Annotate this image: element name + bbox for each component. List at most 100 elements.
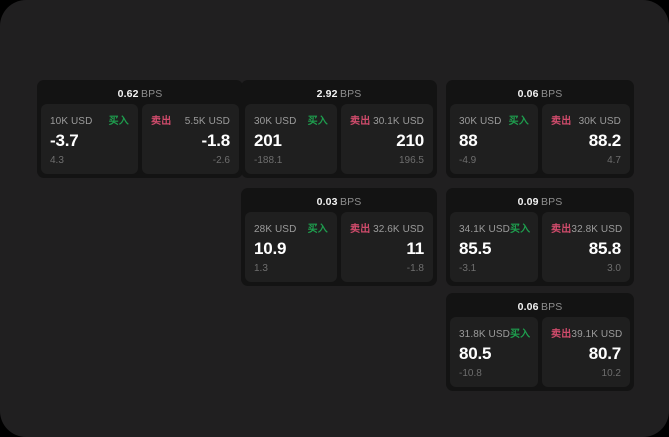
buy-panel[interactable]: 28K USD 买入 10.9 1.3 xyxy=(245,212,337,282)
sell-main-value: 11 xyxy=(406,238,424,258)
sell-side-label: 卖出 xyxy=(551,224,572,235)
buy-side-label: 买入 xyxy=(508,116,529,127)
sell-sub-value: 10.2 xyxy=(601,368,621,379)
sell-sub-value: 196.5 xyxy=(398,155,424,166)
buy-main-value: 88 xyxy=(459,130,478,150)
buy-sub-value: 1.3 xyxy=(254,263,268,274)
buy-panel-header: 30K USD 买入 xyxy=(254,112,328,127)
quote-card[interactable]: 0.03 BPS 28K USD 买入 10.9 1.3 卖出 3 xyxy=(241,188,437,286)
sell-panel[interactable]: 卖出 32.6K USD 11 -1.8 xyxy=(341,212,433,282)
buy-side-label: 买入 xyxy=(509,329,531,340)
buy-panel[interactable]: 34.1K USD 买入 85.5 -3.1 xyxy=(450,212,538,282)
buy-panel[interactable]: 30K USD 买入 88 -4.9 xyxy=(450,104,538,174)
sell-panel-header: 卖出 39.1K USD xyxy=(551,325,623,340)
buy-side-label: 买入 xyxy=(307,116,328,127)
sell-main-value: -1.8 xyxy=(201,130,231,150)
buy-size-label: 28K USD xyxy=(254,224,297,235)
sell-side-label: 卖出 xyxy=(350,116,371,127)
sell-side-label: 卖出 xyxy=(551,329,572,340)
buy-sub-value: -4.9 xyxy=(459,155,477,166)
buy-size-label: 10K USD xyxy=(50,116,93,127)
bps-unit-label: BPS xyxy=(141,88,163,100)
buy-panel-header: 10K USD 买入 xyxy=(50,112,129,127)
card-header: 0.09 BPS xyxy=(450,192,630,212)
card-header: 0.06 BPS xyxy=(450,297,630,317)
sell-main-value: 88.2 xyxy=(588,130,621,150)
buy-sub-value: 4.3 xyxy=(50,155,64,166)
sell-size-label: 30.1K USD xyxy=(373,116,424,127)
sell-size-label: 5.5K USD xyxy=(184,116,230,127)
buy-panel-header: 34.1K USD 买入 xyxy=(459,220,531,235)
sell-size-label: 32.6K USD xyxy=(373,224,424,235)
sell-panel-header: 卖出 32.6K USD xyxy=(350,220,424,235)
sell-panel[interactable]: 卖出 5.5K USD -1.8 -2.6 xyxy=(142,104,239,174)
sell-panel-header: 卖出 30K USD xyxy=(551,112,621,127)
sell-panel[interactable]: 卖出 30K USD 88.2 4.7 xyxy=(542,104,630,174)
sell-side-label: 卖出 xyxy=(350,224,371,235)
card-panels: 30K USD 买入 88 -4.9 卖出 30K USD 88.2 4.7 xyxy=(450,104,630,174)
bps-value: 0.09 xyxy=(517,196,539,208)
buy-panel[interactable]: 10K USD 买入 -3.7 4.3 xyxy=(41,104,138,174)
bps-unit-label: BPS xyxy=(541,196,563,208)
quote-card[interactable]: 0.62 BPS 10K USD 买入 -3.7 4.3 卖出 5 xyxy=(37,80,243,178)
buy-panel-header: 30K USD 买入 xyxy=(459,112,529,127)
buy-main-value: 201 xyxy=(254,130,282,150)
sell-main-value: 85.8 xyxy=(588,238,621,258)
buy-main-value: 80.5 xyxy=(459,343,492,363)
bps-value: 0.06 xyxy=(517,88,539,100)
sell-side-label: 卖出 xyxy=(151,116,172,127)
bps-unit-label: BPS xyxy=(541,88,563,100)
buy-sub-value: -3.1 xyxy=(459,263,477,274)
buy-panel[interactable]: 31.8K USD 买入 80.5 -10.8 xyxy=(450,317,538,387)
bps-value: 2.92 xyxy=(316,88,338,100)
card-header: 2.92 BPS xyxy=(245,84,433,104)
card-panels: 30K USD 买入 201 -188.1 卖出 30.1K USD 210 1… xyxy=(245,104,433,174)
sell-main-value: 80.7 xyxy=(588,343,621,363)
card-header: 0.62 BPS xyxy=(41,84,239,104)
buy-size-label: 30K USD xyxy=(459,116,502,127)
sell-sub-value: -2.6 xyxy=(212,155,230,166)
buy-sub-value: -10.8 xyxy=(459,368,482,379)
sell-sub-value: 4.7 xyxy=(607,155,621,166)
card-header: 0.06 BPS xyxy=(450,84,630,104)
card-panels: 34.1K USD 买入 85.5 -3.1 卖出 32.8K USD 85.8… xyxy=(450,212,630,282)
card-panels: 10K USD 买入 -3.7 4.3 卖出 5.5K USD -1.8 -2.… xyxy=(41,104,239,174)
quote-card[interactable]: 0.06 BPS 31.8K USD 买入 80.5 -10.8 卖出 xyxy=(446,293,634,391)
buy-panel-header: 31.8K USD 买入 xyxy=(459,325,531,340)
buy-side-label: 买入 xyxy=(108,116,129,127)
buy-main-value: -3.7 xyxy=(50,130,79,150)
bps-value: 0.06 xyxy=(517,301,539,313)
buy-size-label: 31.8K USD xyxy=(459,329,510,340)
sell-sub-value: 3.0 xyxy=(607,263,621,274)
quote-card[interactable]: 0.06 BPS 30K USD 买入 88 -4.9 卖出 30 xyxy=(446,80,634,178)
sell-size-label: 30K USD xyxy=(578,116,621,127)
sell-panel-header: 卖出 5.5K USD xyxy=(151,112,230,127)
sell-sub-value: -1.8 xyxy=(406,263,424,274)
sell-panel[interactable]: 卖出 39.1K USD 80.7 10.2 xyxy=(542,317,630,387)
sell-size-label: 39.1K USD xyxy=(571,329,623,340)
sell-side-label: 卖出 xyxy=(551,116,572,127)
buy-main-value: 85.5 xyxy=(459,238,492,258)
bps-unit-label: BPS xyxy=(340,196,362,208)
bps-value: 0.03 xyxy=(316,196,338,208)
buy-size-label: 30K USD xyxy=(254,116,297,127)
sell-panel-header: 卖出 32.8K USD xyxy=(551,220,623,235)
sell-panel[interactable]: 卖出 32.8K USD 85.8 3.0 xyxy=(542,212,630,282)
bps-unit-label: BPS xyxy=(340,88,362,100)
quote-card[interactable]: 2.92 BPS 30K USD 买入 201 -188.1 卖出 xyxy=(241,80,437,178)
buy-panel[interactable]: 30K USD 买入 201 -188.1 xyxy=(245,104,337,174)
buy-side-label: 买入 xyxy=(509,224,531,235)
sell-size-label: 32.8K USD xyxy=(571,224,623,235)
sell-panel-header: 卖出 30.1K USD xyxy=(350,112,424,127)
quote-card[interactable]: 0.09 BPS 34.1K USD 买入 85.5 -3.1 卖出 xyxy=(446,188,634,286)
bps-value: 0.62 xyxy=(117,88,139,100)
buy-main-value: 10.9 xyxy=(254,238,287,258)
sell-panel[interactable]: 卖出 30.1K USD 210 196.5 xyxy=(341,104,433,174)
sell-main-value: 210 xyxy=(396,130,424,150)
card-header: 0.03 BPS xyxy=(245,192,433,212)
bps-unit-label: BPS xyxy=(541,301,563,313)
buy-panel-header: 28K USD 买入 xyxy=(254,220,328,235)
buy-side-label: 买入 xyxy=(307,224,328,235)
